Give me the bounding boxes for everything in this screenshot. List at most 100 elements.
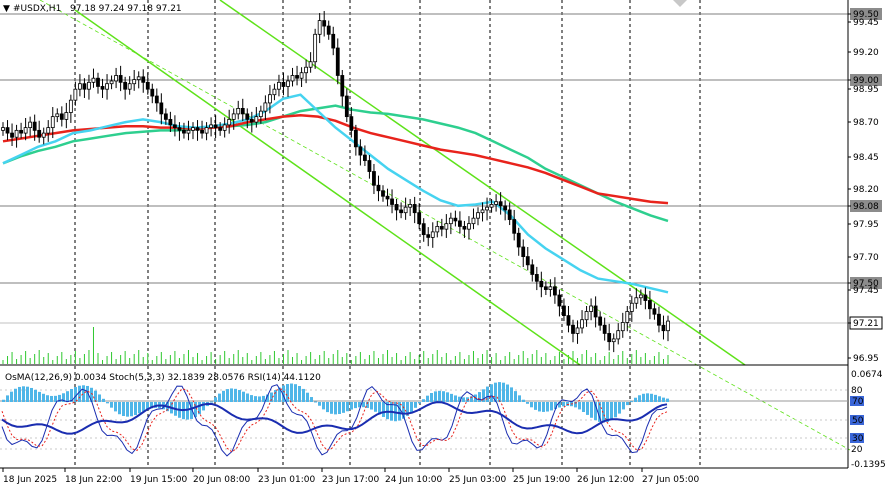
price-label: 96.95	[853, 354, 879, 364]
candle-body	[123, 81, 128, 90]
candle-body	[363, 154, 367, 161]
time-label: 26 Jun 12:00	[577, 475, 634, 485]
candle-body	[593, 305, 598, 318]
osma-bar	[446, 392, 449, 402]
scroll-shift-icon[interactable]	[673, 0, 687, 7]
moving-average-lines	[2, 93, 669, 294]
candle-body	[408, 204, 413, 208]
candle-body	[625, 311, 630, 323]
osma-bar	[442, 391, 445, 402]
osma-bar	[42, 393, 45, 402]
candle-body	[163, 113, 168, 120]
osma-bar	[254, 396, 257, 402]
candle-body	[471, 217, 476, 225]
osma-bar	[310, 397, 313, 402]
candle-body	[245, 113, 250, 120]
time-label: 24 Jun 10:00	[385, 475, 442, 485]
candle-body	[249, 118, 254, 123]
candle-body	[430, 231, 435, 238]
candle-body	[394, 204, 399, 211]
time-label: 25 Jun 19:00	[513, 475, 570, 485]
osma-bar	[386, 402, 389, 420]
candle-body	[458, 220, 462, 227]
candle-body	[412, 204, 417, 214]
candle-body	[539, 280, 544, 288]
osma-bar	[90, 387, 93, 402]
osma-bar	[270, 392, 273, 402]
candle-body	[114, 75, 118, 82]
candle-body	[643, 294, 648, 301]
osma-bar	[354, 402, 357, 409]
candle-body	[317, 20, 322, 35]
candle-body	[177, 127, 182, 131]
osma-bar	[402, 402, 405, 419]
candle-body	[462, 226, 467, 230]
candle-body	[340, 75, 345, 97]
candle-body	[268, 94, 272, 104]
candle-body	[195, 127, 200, 131]
time-label: 18 Jun 22:00	[65, 475, 122, 485]
candle-body	[290, 75, 295, 82]
osma-bar	[314, 401, 317, 403]
osma-bar	[346, 402, 349, 412]
osma-bar	[150, 402, 153, 409]
indicator-badge	[850, 396, 864, 406]
candle-body	[313, 33, 318, 63]
osma-bar	[538, 402, 541, 412]
indicator-badge-label: 50	[852, 416, 864, 426]
candle-body	[589, 305, 593, 312]
candle-body	[78, 83, 82, 90]
osma-bar	[430, 392, 433, 402]
indicator-badge	[850, 433, 864, 443]
candle-body	[476, 212, 480, 219]
candle-body	[236, 108, 241, 115]
osma-bar	[266, 394, 269, 402]
moving-average-line	[2, 93, 669, 294]
candle-body	[403, 206, 408, 214]
osma-bar	[18, 386, 21, 402]
osma-bar	[590, 402, 593, 418]
osma-bar	[126, 402, 129, 417]
osma-bar	[486, 386, 489, 402]
osma-bar	[658, 396, 661, 402]
candle-body	[580, 319, 584, 329]
candle-body	[326, 25, 331, 35]
moving-average-line	[2, 114, 669, 205]
osma-bar	[70, 388, 73, 402]
osma-bar	[598, 402, 601, 422]
candle-body	[118, 75, 123, 83]
candle-body	[46, 127, 51, 134]
osma-bar	[470, 396, 473, 402]
candle-body	[141, 76, 146, 83]
osma-bar	[46, 395, 49, 402]
osma-bar	[566, 402, 569, 406]
osma-bar	[554, 402, 557, 409]
osma-bar	[130, 402, 133, 417]
osma-bar	[338, 402, 341, 414]
osma-bar	[234, 388, 237, 402]
osma-bar	[282, 385, 285, 402]
stochastic-main-line	[1, 384, 668, 457]
menu-triangle-icon[interactable]: ▼	[3, 4, 10, 14]
candle-body	[480, 209, 485, 214]
osma-bar	[634, 397, 637, 402]
candle-body	[344, 95, 349, 118]
price-label: 99.20	[853, 48, 879, 58]
price-label: 97.70	[853, 253, 879, 263]
price-label: 97.50	[853, 279, 879, 289]
osma-bar	[106, 402, 109, 404]
osma-bar	[202, 402, 205, 411]
osma-bar	[210, 401, 213, 403]
candle-body	[209, 124, 213, 129]
stochastic-signal-line	[1, 388, 668, 453]
candle-body	[204, 127, 209, 134]
osma-bar	[334, 402, 337, 415]
candle-body	[512, 219, 517, 234]
osma-bar	[434, 391, 437, 402]
osma-bar	[242, 391, 245, 402]
candle-body	[240, 108, 245, 115]
candle-body	[543, 286, 548, 290]
osma-bar	[398, 402, 401, 421]
candle-body	[258, 110, 263, 118]
